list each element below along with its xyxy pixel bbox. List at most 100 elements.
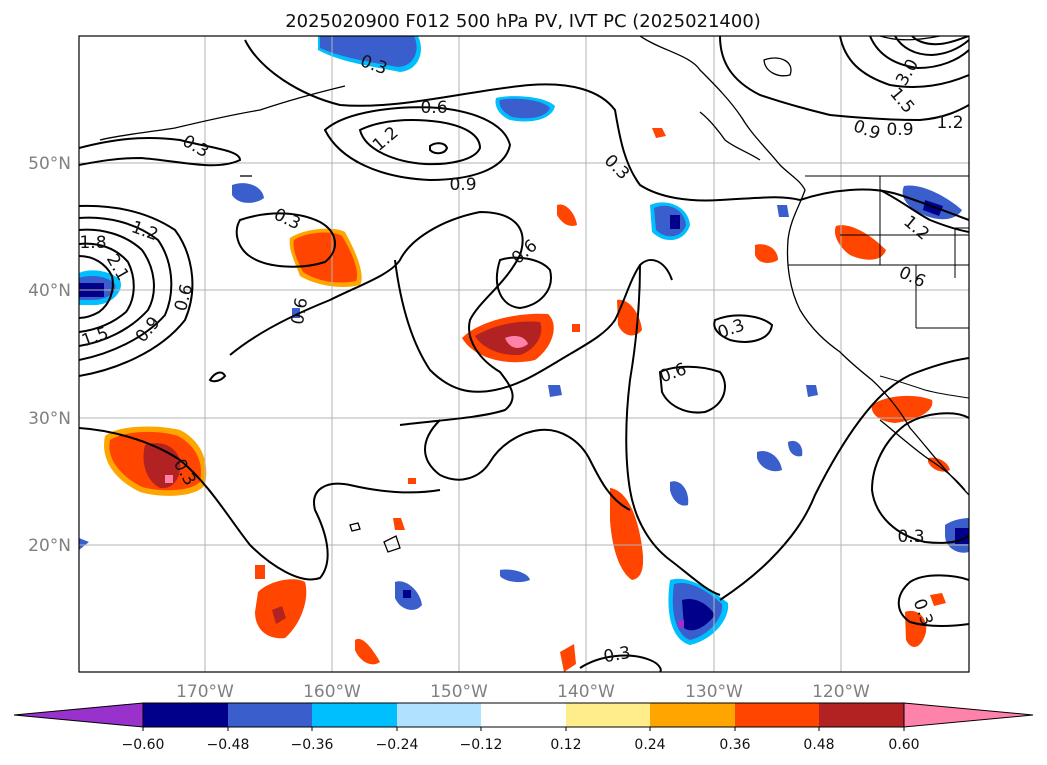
colorbar-bin <box>397 703 481 727</box>
map-panel: 0.3 0.6 1.2 0.9 0.3 0.3 1.2 1.8 2.1 0.6 … <box>28 35 970 702</box>
colorbar-tick-label: −0.48 <box>207 737 250 753</box>
colorbar-tick-labels: −0.60 −0.48 −0.36 −0.24 −0.12 0.12 0.24 … <box>122 737 920 753</box>
map-frame <box>78 35 970 673</box>
pv-blob-warm <box>355 638 380 665</box>
lat-label-30n: 30°N <box>28 409 71 429</box>
contour-line <box>323 106 512 182</box>
pv-blob-cool <box>777 205 789 217</box>
contour-line <box>719 36 969 122</box>
contour-line <box>713 314 774 343</box>
figure-title: 2025020900 F012 500 hPa PV, IVT PC (2025… <box>285 11 761 32</box>
longitude-labels: 170°W 160°W 150°W 140°W 130°W 120°W <box>176 682 870 702</box>
contour-line <box>579 654 662 672</box>
lon-label-160w: 160°W <box>303 682 361 702</box>
pv-blob-cool <box>806 385 818 397</box>
pv-blob-warm <box>871 395 933 423</box>
pv-blob-warm <box>408 478 416 484</box>
contour-label: 0.6 <box>288 296 312 326</box>
lat-label-40n: 40°N <box>28 281 71 301</box>
contour-label: 0.9 <box>886 120 913 140</box>
pv-blob-warm <box>557 204 577 226</box>
contour-line <box>79 136 242 167</box>
colorbar-tick-label: 0.60 <box>888 737 919 753</box>
latitude-labels: 50°N 40°N 30°N 20°N <box>28 154 71 556</box>
pv-blob-cool <box>548 385 562 397</box>
colorbar-bin <box>143 703 228 727</box>
coastlines <box>99 36 969 553</box>
pv-blob-warm <box>652 128 666 138</box>
colorbar-bin <box>312 703 397 727</box>
colorbar-tick-label: −0.12 <box>460 737 503 753</box>
colorbar-tick-label: 0.48 <box>803 737 834 753</box>
contour-line <box>244 39 801 202</box>
contour-line <box>870 412 969 544</box>
contour-line <box>79 242 135 333</box>
pv-blob-warm <box>755 244 778 263</box>
contour-line <box>235 212 336 268</box>
pv-blob-warm <box>834 225 886 260</box>
contour-line <box>424 419 631 511</box>
contour-line <box>719 357 969 601</box>
lat-label-50n: 50°N <box>28 154 71 174</box>
contour-line <box>799 188 969 221</box>
contour-line <box>894 36 969 57</box>
colorbar-tick-label: −0.24 <box>376 737 419 753</box>
colorbar-tick-label: 0.36 <box>719 737 750 753</box>
contour-line <box>79 216 173 361</box>
contour-label: 0.6 <box>420 98 447 118</box>
colorbar: −0.60 −0.48 −0.36 −0.24 −0.12 0.12 0.24 … <box>13 702 1034 753</box>
lon-label-120w: 120°W <box>812 682 870 702</box>
pv-negative-shading <box>79 36 969 645</box>
contour-line <box>79 204 194 377</box>
colorbar-bin <box>566 703 650 727</box>
colorbar-bin <box>819 703 904 727</box>
pv-blob-cool <box>788 440 803 457</box>
contour-line <box>79 427 441 581</box>
pv-positive-shading <box>104 128 950 672</box>
colorbar-ticks <box>142 727 905 731</box>
contour-line <box>358 119 482 166</box>
colorbar-tick-label: 0.12 <box>550 737 581 753</box>
contour-line <box>79 255 114 319</box>
pv-blob-cool <box>79 538 89 550</box>
pv-blob-warm <box>572 324 580 332</box>
lon-label-150w: 150°W <box>430 682 488 702</box>
lat-label-20n: 20°N <box>28 536 71 556</box>
pv-blob-warm <box>617 299 642 336</box>
colorbar-bin <box>228 703 312 727</box>
colorbar-extend-high <box>903 702 1034 728</box>
contour-line <box>869 36 969 70</box>
contour-label: 1.8 <box>79 233 106 253</box>
pv-blob-warm <box>905 610 927 647</box>
contour-line <box>208 371 227 383</box>
colorbar-tick-label: −0.36 <box>291 737 334 753</box>
pv-blob-warm <box>393 518 405 530</box>
pv-contours <box>79 36 969 672</box>
contour-line <box>625 264 721 596</box>
pv-blob-cool <box>757 450 782 472</box>
contour-label: 0.9 <box>449 175 476 195</box>
lon-label-130w: 130°W <box>685 682 743 702</box>
pv-blob-warm <box>560 644 576 672</box>
pv-blob-cool <box>232 183 264 203</box>
contour-line <box>879 189 969 233</box>
contour-line <box>911 36 969 46</box>
pv-blob-warm <box>610 488 644 580</box>
lon-label-170w: 170°W <box>176 682 234 702</box>
colorbar-bin <box>650 703 735 727</box>
contour-line <box>839 36 969 88</box>
contour-label: 0.3 <box>897 527 924 547</box>
colorbar-bin <box>481 703 566 727</box>
colorbar-tick-label: 0.24 <box>634 737 665 753</box>
pv-blob-cool <box>670 481 689 506</box>
pv-blob-cool <box>500 569 530 583</box>
contour-line <box>495 256 552 310</box>
pv-blob-warm <box>255 565 265 579</box>
contour-line <box>897 574 969 627</box>
lon-label-140w: 140°W <box>557 682 615 702</box>
contour-line <box>429 142 449 155</box>
contour-line <box>229 210 524 426</box>
contour-line <box>79 228 155 347</box>
pv-blob-warm <box>930 593 946 606</box>
